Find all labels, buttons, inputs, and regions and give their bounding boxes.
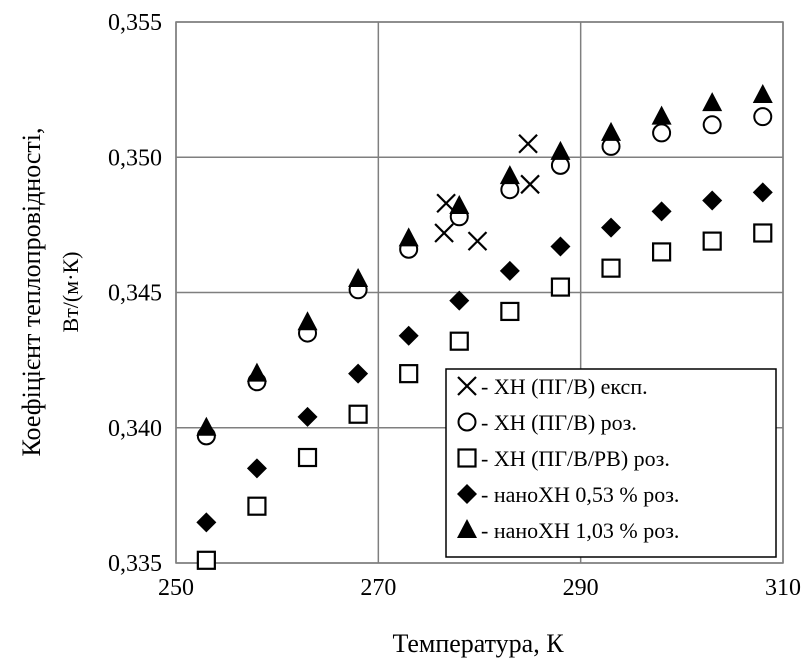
- data-point: [550, 140, 571, 160]
- data-point: [449, 331, 469, 351]
- y-tick-label: 0,335: [108, 551, 162, 577]
- data-point: [601, 217, 622, 238]
- data-point: [499, 165, 520, 185]
- legend-entry-label: - ХН (ПГ/В) роз.: [481, 410, 637, 435]
- data-point: [702, 115, 722, 135]
- y-axis-title-line1: Коефіцієнт теплопровідності,: [17, 128, 46, 457]
- data-point: [499, 260, 520, 281]
- data-point: [753, 107, 773, 127]
- data-point: [297, 406, 318, 427]
- x-tick-label: 290: [563, 575, 599, 601]
- data-point: [651, 201, 672, 222]
- data-point: [399, 364, 419, 384]
- legend-marker: [457, 519, 477, 538]
- series-triangle: [196, 84, 773, 436]
- y-axis-title-line2: Вт/(м·К): [58, 252, 83, 333]
- data-point: [348, 267, 369, 287]
- data-point: [196, 512, 217, 533]
- y-tick-label: 0,350: [108, 145, 162, 171]
- series-diamond: [196, 182, 773, 533]
- data-point: [651, 242, 672, 262]
- data-point: [702, 92, 723, 112]
- x-tick-label: 310: [765, 575, 801, 601]
- legend-marker: [457, 484, 477, 504]
- data-point: [520, 174, 540, 195]
- legend-entry-label: - ХН (ПГ/В) експ.: [481, 374, 648, 399]
- y-axis-tick-labels: 0,335 0,340 0,345 0,350 0,355: [108, 10, 162, 577]
- data-point: [297, 447, 318, 468]
- legend-marker: [457, 376, 477, 396]
- series-square-open: [196, 223, 773, 570]
- data-point: [601, 258, 621, 278]
- series-cross: [434, 133, 540, 251]
- data-point: [398, 325, 419, 346]
- data-point: [752, 84, 773, 104]
- legend-entry-label: - наноХН 0,53 % роз.: [481, 482, 679, 507]
- data-point: [601, 121, 622, 141]
- y-tick-label: 0,340: [108, 416, 162, 442]
- data-point: [518, 133, 538, 154]
- data-point: [652, 123, 672, 143]
- data-point: [246, 362, 267, 382]
- legend: - ХН (ПГ/В) експ. - ХН (ПГ/В) роз. - ХН (П…: [445, 368, 777, 558]
- legend-box: [445, 368, 777, 558]
- data-point: [550, 277, 571, 297]
- data-points: [196, 84, 773, 570]
- x-tick-label: 270: [360, 575, 396, 601]
- data-point: [436, 193, 456, 214]
- data-point: [247, 496, 267, 516]
- data-point: [753, 223, 773, 243]
- data-point: [500, 301, 520, 322]
- y-tick-label: 0,355: [108, 10, 162, 36]
- data-point: [467, 231, 488, 251]
- data-point: [348, 404, 368, 424]
- data-point: [196, 550, 216, 570]
- data-point: [449, 194, 470, 214]
- data-point: [348, 363, 369, 384]
- x-axis-tick-labels: 250 270 290 310: [158, 575, 801, 601]
- data-point: [550, 236, 571, 257]
- plot-area-frame: [175, 21, 784, 564]
- data-point: [297, 311, 318, 331]
- data-point: [651, 105, 672, 125]
- y-tick-label: 0,345: [108, 281, 162, 307]
- legend-entry-label: - ХН (ПГ/В/РВ) роз.: [481, 446, 670, 471]
- x-axis-title: Температура, К: [392, 629, 564, 658]
- legend-marker: [457, 412, 477, 432]
- data-point: [752, 182, 773, 203]
- data-point: [449, 290, 470, 311]
- data-point: [702, 231, 722, 251]
- data-point: [246, 458, 267, 479]
- legend-marker: [457, 448, 477, 468]
- data-point: [702, 190, 723, 211]
- data-point: [398, 227, 419, 247]
- data-point: [196, 416, 217, 436]
- data-point: [434, 223, 454, 243]
- legend-entry-label: - наноХН 1,03 % роз.: [481, 518, 679, 543]
- x-tick-label: 250: [158, 575, 194, 601]
